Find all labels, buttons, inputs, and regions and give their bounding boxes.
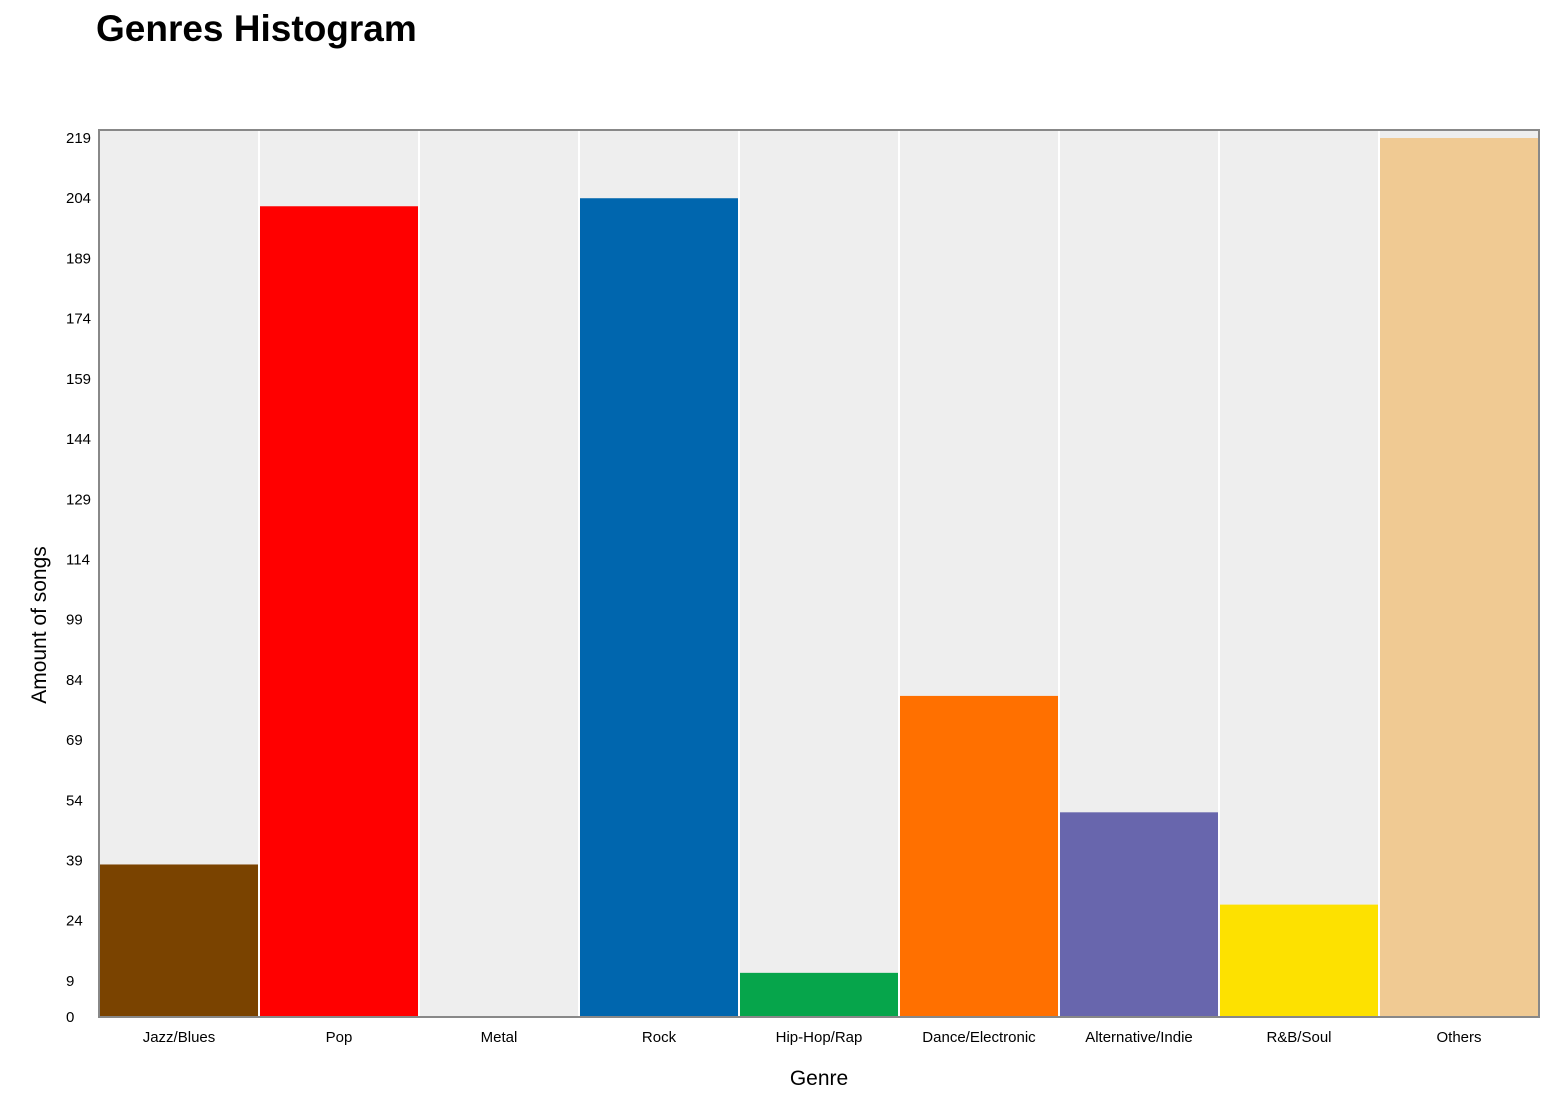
y-tick-label: 84 [66,672,83,689]
y-tick-label: 9 [66,973,74,990]
x-tick-label: Pop [326,1029,353,1046]
x-tick-label: Dance/Electronic [922,1029,1036,1046]
bar-alternative-indie [1059,812,1219,1017]
y-tick-label: 129 [66,491,91,508]
x-tick-label: Alternative/Indie [1085,1029,1193,1046]
y-axis-ticks: 0 9 24 39 54 69 84 99 114 129 144 159 174 189 204 219 [66,130,91,1026]
bars-layer [99,138,1539,1018]
y-tick-label: 159 [66,371,91,388]
bar-dance-electronic [899,695,1059,1017]
bar-hip-hop-rap [739,972,899,1017]
x-axis-ticks: Jazz/Blues Pop Metal Rock Hip-Hop/Rap Dance/E… [143,1029,1482,1046]
y-tick-label: 114 [66,551,90,568]
y-tick-label: 0 [66,1009,74,1026]
x-tick-label: Others [1436,1029,1481,1046]
bar-jazz-blues [99,864,259,1017]
grid-lines [258,130,1380,1017]
bar-others [1379,138,1539,1017]
bar-pop [259,206,419,1017]
y-tick-label: 39 [66,852,83,869]
y-axis-title: Amount of songs [28,546,51,704]
x-axis-title: Genre [790,1067,848,1090]
x-tick-label: Rock [642,1029,677,1046]
y-tick-label: 174 [66,311,91,328]
bar-r-b-soul [1219,904,1379,1017]
y-tick-label: 189 [66,250,91,267]
x-tick-label: R&B/Soul [1266,1029,1331,1046]
plot-frame [98,129,1540,1018]
chart-title: Genres Histogram [96,8,417,49]
y-tick-label: 219 [66,130,91,147]
x-tick-label: Jazz/Blues [143,1029,216,1046]
y-tick-label: 204 [66,190,91,207]
y-tick-label: 144 [66,431,91,448]
x-tick-label: Hip-Hop/Rap [776,1029,863,1046]
y-tick-label: 99 [66,612,83,629]
y-tick-label: 24 [66,913,83,930]
y-tick-label: 69 [66,732,83,749]
x-tick-label: Metal [481,1029,518,1046]
y-tick-label: 54 [66,792,83,809]
bar-rock [579,198,739,1018]
